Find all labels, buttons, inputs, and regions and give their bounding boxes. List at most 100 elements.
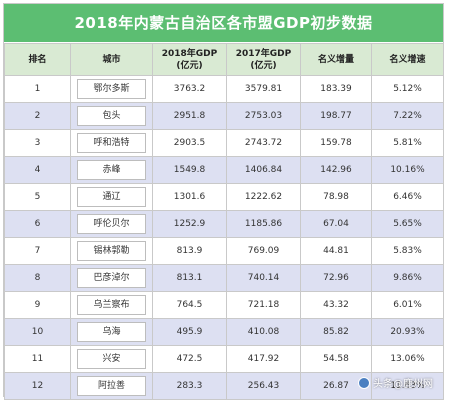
table-row: 3 呼和浩特 2903.5 2743.72 159.78 5.81%	[4, 129, 444, 157]
gdp-table: 排名 城市 2018年GDP (亿元) 2017年GDP (亿元) 名义增量 名…	[4, 43, 444, 400]
cell-growth: 11.63%	[371, 372, 444, 400]
cell-city: 锡林郭勒	[70, 237, 153, 265]
cell-growth: 5.81%	[371, 129, 444, 157]
table-title: 2018年内蒙古自治区各市盟GDP初步数据	[4, 4, 443, 43]
cell-gdp-2018: 1549.8	[152, 156, 227, 184]
city-name: 呼伦贝尔	[77, 214, 146, 234]
header-increase: 名义增量	[300, 43, 372, 76]
cell-city: 赤峰	[70, 156, 153, 184]
cell-growth: 6.46%	[371, 183, 444, 211]
table-row: 1 鄂尔多斯 3763.2 3579.81 183.39 5.12%	[4, 75, 444, 103]
city-name: 巴彦淖尔	[77, 268, 146, 288]
cell-rank: 6	[4, 210, 71, 238]
cell-growth: 5.12%	[371, 75, 444, 103]
cell-rank: 10	[4, 318, 71, 346]
cell-increase: 43.32	[300, 291, 372, 319]
city-name: 通辽	[77, 187, 146, 207]
cell-increase: 142.96	[300, 156, 372, 184]
cell-gdp-2017: 256.43	[226, 372, 301, 400]
cell-rank: 4	[4, 156, 71, 184]
cell-gdp-2017: 1406.84	[226, 156, 301, 184]
table-row: 10 乌海 495.9 410.08 85.82 20.93%	[4, 318, 444, 346]
cell-increase: 44.81	[300, 237, 372, 265]
cell-increase: 78.98	[300, 183, 372, 211]
cell-gdp-2017: 417.92	[226, 345, 301, 373]
cell-gdp-2017: 721.18	[226, 291, 301, 319]
cell-increase: 26.87	[300, 372, 372, 400]
watermark: 头条@鹿州网	[358, 375, 433, 390]
cell-gdp-2017: 740.14	[226, 264, 301, 292]
header-rank: 排名	[4, 43, 71, 76]
cell-increase: 72.96	[300, 264, 372, 292]
cell-gdp-2018: 283.3	[152, 372, 227, 400]
cell-gdp-2018: 764.5	[152, 291, 227, 319]
table-row: 8 巴彦淖尔 813.1 740.14 72.96 9.86%	[4, 264, 444, 292]
cell-rank: 11	[4, 345, 71, 373]
table-header-row: 排名 城市 2018年GDP (亿元) 2017年GDP (亿元) 名义增量 名…	[4, 43, 444, 76]
city-name: 锡林郭勒	[77, 241, 146, 261]
city-name: 鄂尔多斯	[77, 79, 146, 99]
table-body: 1 鄂尔多斯 3763.2 3579.81 183.39 5.12% 2 包头 2951.8 27…	[4, 75, 444, 400]
cell-rank: 9	[4, 291, 71, 319]
cell-growth: 6.01%	[371, 291, 444, 319]
cell-city: 乌兰察布	[70, 291, 153, 319]
cell-city: 兴安	[70, 345, 153, 373]
cell-growth: 20.93%	[371, 318, 444, 346]
city-name: 乌兰察布	[77, 295, 146, 315]
city-name: 乌海	[77, 322, 146, 342]
cell-gdp-2018: 472.5	[152, 345, 227, 373]
table-row: 4 赤峰 1549.8 1406.84 142.96 10.16%	[4, 156, 444, 184]
cell-growth: 9.86%	[371, 264, 444, 292]
cell-rank: 3	[4, 129, 71, 157]
cell-rank: 1	[4, 75, 71, 103]
cell-rank: 8	[4, 264, 71, 292]
cell-city: 阿拉善	[70, 372, 153, 400]
cell-gdp-2018: 1301.6	[152, 183, 227, 211]
cell-city: 乌海	[70, 318, 153, 346]
table-row: 11 兴安 472.5 417.92 54.58 13.06%	[4, 345, 444, 373]
cell-increase: 85.82	[300, 318, 372, 346]
cell-gdp-2017: 769.09	[226, 237, 301, 265]
cell-growth: 10.16%	[371, 156, 444, 184]
table-row: 7 锡林郭勒 813.9 769.09 44.81 5.83%	[4, 237, 444, 265]
cell-rank: 2	[4, 102, 71, 130]
cell-growth: 7.22%	[371, 102, 444, 130]
cell-increase: 198.77	[300, 102, 372, 130]
cell-gdp-2018: 813.1	[152, 264, 227, 292]
cell-city: 呼和浩特	[70, 129, 153, 157]
watermark-text: 头条@鹿州网	[373, 379, 433, 390]
cell-growth: 5.83%	[371, 237, 444, 265]
cell-increase: 54.58	[300, 345, 372, 373]
cell-gdp-2017: 1185.86	[226, 210, 301, 238]
cell-gdp-2017: 410.08	[226, 318, 301, 346]
cell-growth: 5.65%	[371, 210, 444, 238]
cell-increase: 67.04	[300, 210, 372, 238]
city-name: 呼和浩特	[77, 133, 146, 153]
header-growth: 名义增速	[371, 43, 444, 76]
cell-rank: 12	[4, 372, 71, 400]
cell-gdp-2017: 2753.03	[226, 102, 301, 130]
table-row: 2 包头 2951.8 2753.03 198.77 7.22%	[4, 102, 444, 130]
city-name: 赤峰	[77, 160, 146, 180]
cell-city: 呼伦贝尔	[70, 210, 153, 238]
cell-city: 鄂尔多斯	[70, 75, 153, 103]
city-name: 包头	[77, 106, 146, 126]
cell-gdp-2018: 3763.2	[152, 75, 227, 103]
cell-increase: 183.39	[300, 75, 372, 103]
table-row: 12 阿拉善 283.3 256.43 26.87 11.63%	[4, 372, 444, 400]
cell-rank: 5	[4, 183, 71, 211]
cell-gdp-2018: 813.9	[152, 237, 227, 265]
cell-gdp-2018: 495.9	[152, 318, 227, 346]
header-gdp-2017: 2017年GDP (亿元)	[226, 43, 301, 76]
city-name: 兴安	[77, 349, 146, 369]
cell-city: 包头	[70, 102, 153, 130]
cell-city: 通辽	[70, 183, 153, 211]
gdp-table-sheet: 2018年内蒙古自治区各市盟GDP初步数据 排名 城市 2018年GDP (亿元…	[3, 3, 444, 400]
cell-gdp-2017: 3579.81	[226, 75, 301, 103]
table-row: 9 乌兰察布 764.5 721.18 43.32 6.01%	[4, 291, 444, 319]
header-gdp-2018-line1: 2018年GDP	[161, 48, 218, 59]
table-row: 6 呼伦贝尔 1252.9 1185.86 67.04 5.65%	[4, 210, 444, 238]
cell-city: 巴彦淖尔	[70, 264, 153, 292]
header-city: 城市	[70, 43, 153, 76]
cell-rank: 7	[4, 237, 71, 265]
